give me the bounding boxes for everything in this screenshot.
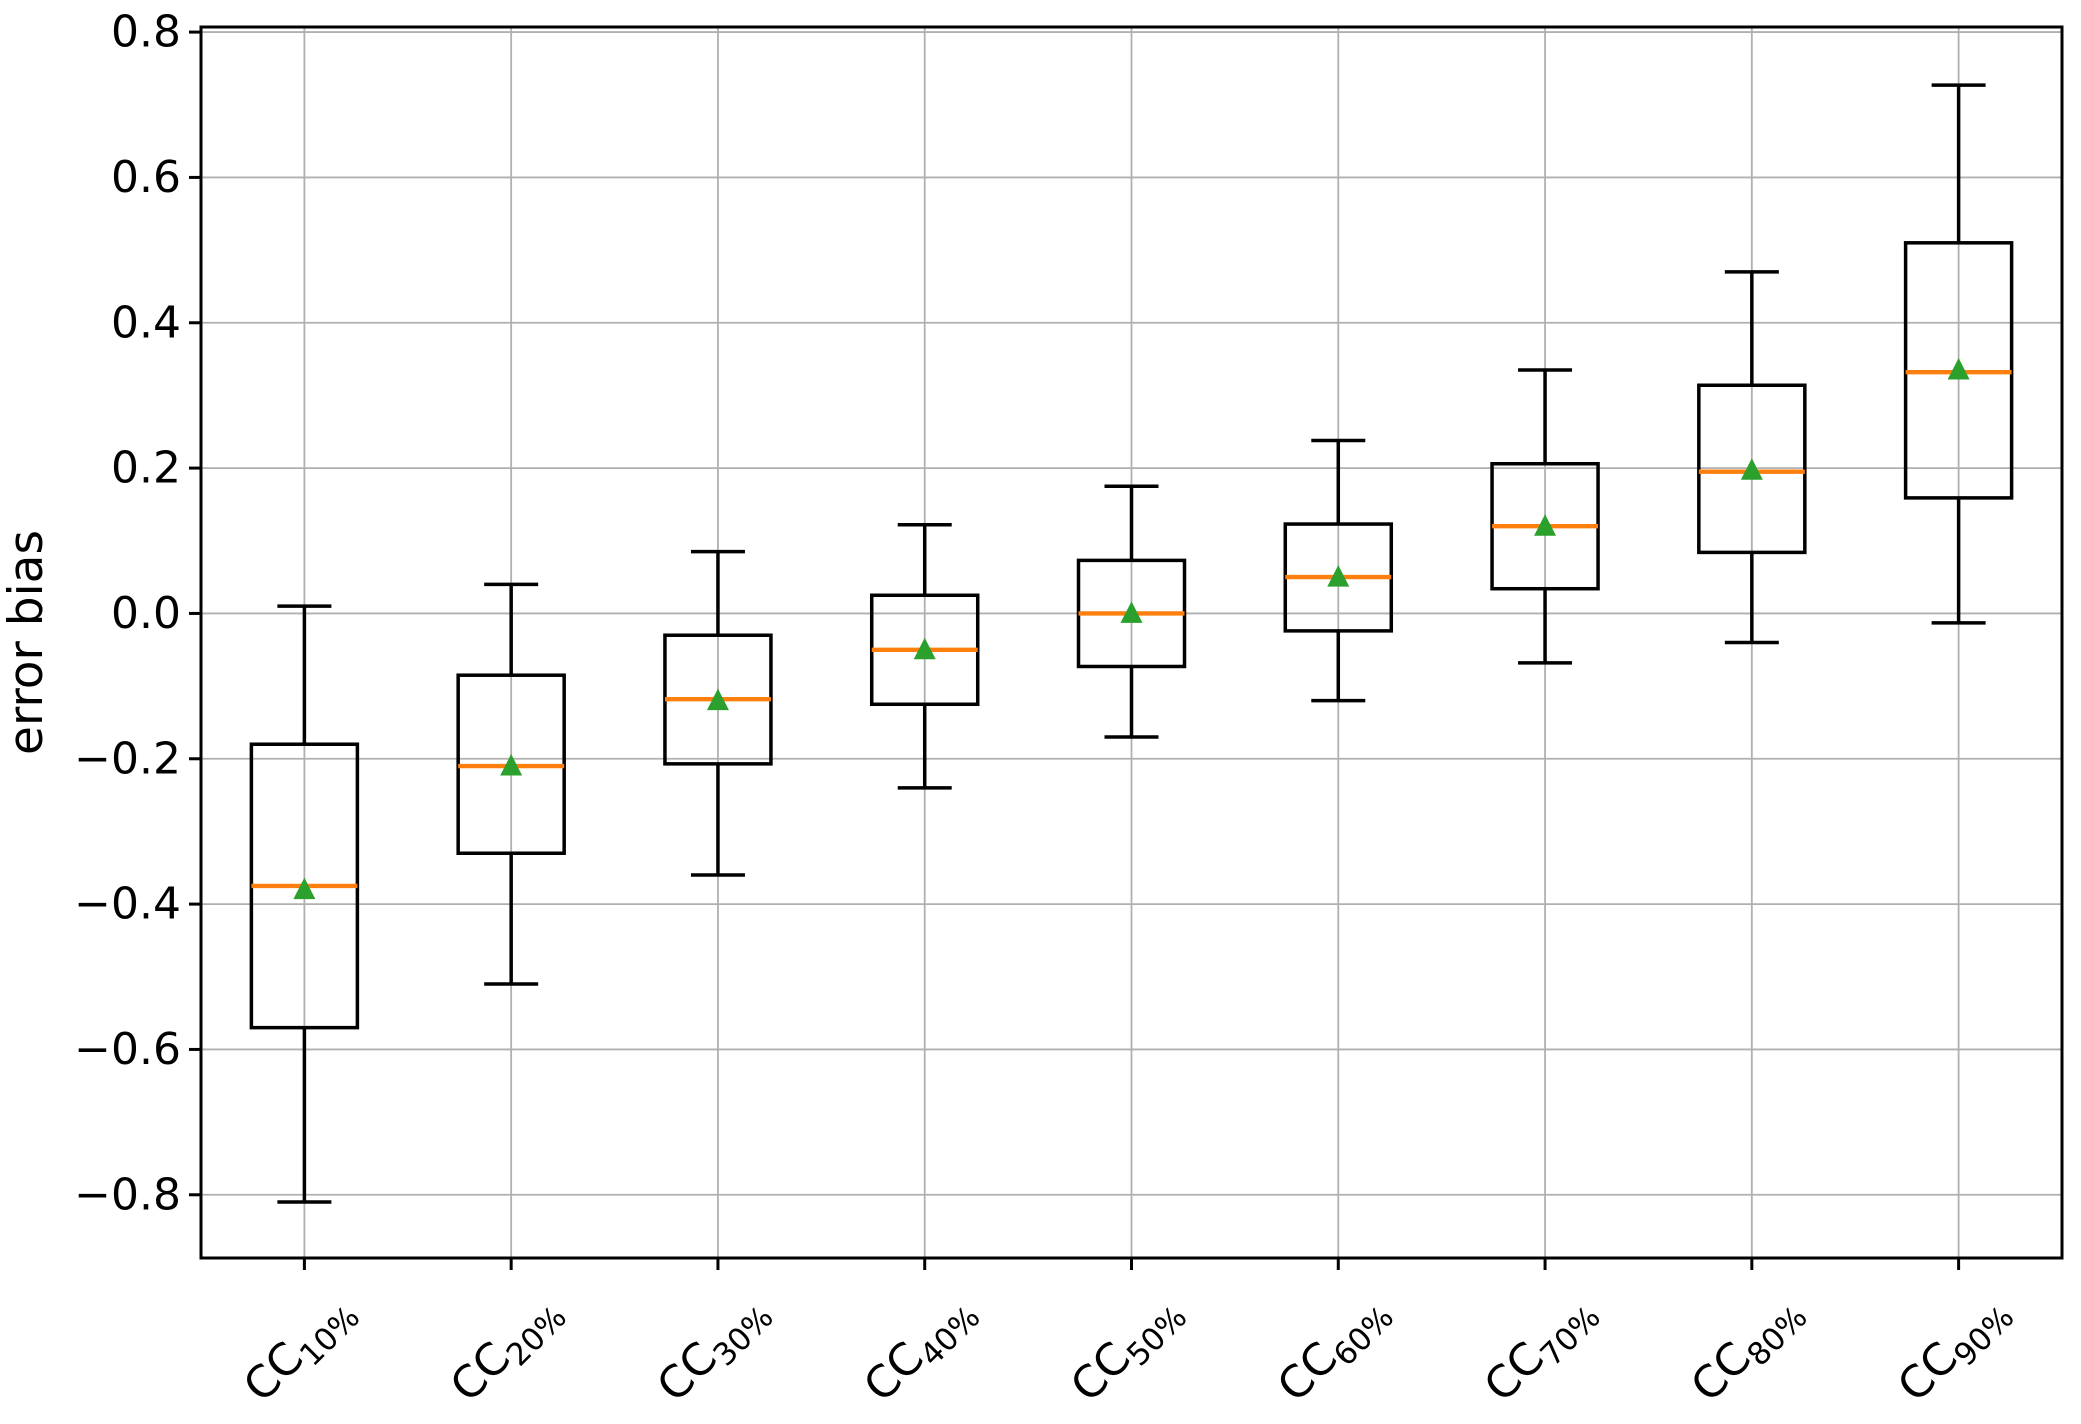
mean-marker xyxy=(913,637,936,660)
y-axis-label: error bias xyxy=(0,530,54,755)
y-tick-label: 0.6 xyxy=(111,152,181,203)
mean-marker xyxy=(706,688,729,711)
mean-marker xyxy=(1534,514,1557,536)
y-tick-label: 0.8 xyxy=(111,7,181,58)
y-tick-label: 0.2 xyxy=(111,443,181,494)
mean-marker xyxy=(1947,357,1970,380)
y-tick-label: 0.4 xyxy=(111,297,181,348)
mean-marker xyxy=(1740,458,1763,480)
mean-marker xyxy=(500,754,523,776)
y-tick-label: −0.4 xyxy=(74,879,181,930)
y-tick-label: −0.6 xyxy=(74,1024,181,1075)
y-tick-label: −0.2 xyxy=(74,733,181,784)
y-tick-label: 0.0 xyxy=(111,588,181,639)
mean-marker xyxy=(1327,565,1350,587)
box-CC80% xyxy=(1697,383,1807,555)
y-tick-label: −0.8 xyxy=(74,1169,181,1220)
mean-marker xyxy=(293,877,316,900)
mean-marker xyxy=(1120,601,1143,623)
